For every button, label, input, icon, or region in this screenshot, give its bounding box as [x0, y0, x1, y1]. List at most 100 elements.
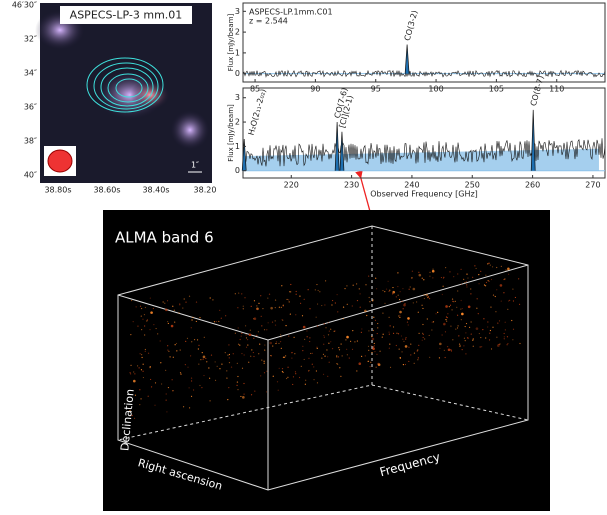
emission-speck — [417, 311, 419, 313]
scale-label: 1″ — [191, 161, 199, 170]
emission-speck — [274, 324, 277, 326]
emission-speck — [166, 300, 169, 302]
emission-speck — [241, 332, 243, 335]
galaxy-blob — [170, 110, 210, 150]
emission-speck — [323, 323, 325, 325]
emission-speck — [226, 377, 228, 379]
emission-speck — [304, 338, 306, 340]
emission-speck — [141, 354, 143, 356]
line-label: H₂O(2₁₁-2₀₂) — [247, 88, 268, 136]
emission-speck — [286, 298, 288, 301]
emission-speck — [398, 348, 400, 350]
emission-speck — [246, 339, 249, 341]
emission-speck — [424, 338, 426, 340]
x-tick-label: 260 — [525, 181, 540, 190]
emission-speck — [373, 316, 375, 318]
emission-speck — [361, 328, 363, 330]
emission-speck — [422, 323, 424, 326]
emission-speck — [213, 321, 216, 323]
emission-speck — [142, 370, 144, 372]
emission-speck — [295, 314, 297, 316]
emission-speck — [190, 327, 192, 329]
emission-speck — [288, 335, 290, 337]
x-tick-label: 250 — [465, 181, 480, 190]
emission-speck — [147, 352, 150, 354]
emission-speck — [472, 339, 474, 341]
cube-panel: ALMA band 6 Declination Right ascension … — [103, 210, 550, 511]
x-axis-label: Observed Frequency [GHz] — [370, 190, 478, 199]
emission-speck — [359, 306, 361, 308]
emission-speck — [466, 273, 468, 275]
emission-speck — [261, 359, 263, 361]
emission-speck — [179, 304, 181, 306]
emission-speck — [484, 285, 487, 287]
emission-speck — [416, 350, 418, 352]
emission-speck — [199, 384, 201, 387]
emission-speck — [221, 363, 223, 365]
emission-speck — [384, 302, 386, 304]
emission-speck — [439, 347, 441, 350]
emission-speck — [412, 287, 416, 291]
emission-speck — [174, 344, 176, 346]
emission-speck — [271, 321, 274, 323]
emission-speck — [418, 344, 420, 346]
emission-speck — [250, 305, 252, 307]
emission-speck — [365, 284, 367, 286]
emission-speck — [399, 291, 401, 293]
emission-speck — [195, 320, 197, 323]
emission-speck — [429, 275, 431, 277]
emission-speck — [351, 348, 354, 350]
emission-speck — [201, 387, 203, 389]
emission-speck — [283, 356, 286, 358]
emission-speck — [230, 366, 233, 368]
emission-speck — [358, 362, 362, 366]
emission-speck — [359, 293, 361, 295]
emission-speck — [402, 364, 405, 366]
emission-speck — [136, 365, 139, 367]
emission-speck — [450, 349, 452, 351]
emission-speck — [241, 367, 244, 369]
emission-speck — [270, 355, 273, 357]
emission-speck — [432, 277, 434, 279]
emission-speck — [254, 390, 256, 392]
emission-speck — [456, 327, 459, 329]
emission-speck — [238, 292, 240, 294]
emission-speck — [256, 334, 258, 336]
emission-speck — [322, 373, 325, 375]
emission-speck — [165, 369, 167, 371]
emission-speck — [240, 395, 242, 398]
emission-speck — [146, 319, 149, 321]
emission-speck — [313, 379, 315, 381]
emission-speck — [237, 327, 239, 329]
emission-speck — [368, 330, 370, 332]
emission-speck — [504, 329, 506, 331]
emission-speck — [179, 372, 182, 374]
emission-speck — [491, 266, 494, 268]
emission-speck — [256, 305, 258, 307]
ra-tick-label: 38.60s — [93, 186, 120, 195]
emission-speck — [295, 293, 297, 295]
emission-speck — [454, 300, 456, 303]
emission-speck — [275, 341, 278, 343]
emission-speck — [168, 350, 170, 352]
emission-speck — [428, 298, 431, 300]
emission-speck — [370, 345, 372, 347]
emission-speck — [276, 381, 279, 383]
emission-speck — [144, 306, 147, 309]
emission-speck — [429, 271, 431, 273]
emission-speck — [449, 271, 451, 273]
emission-speck — [377, 322, 379, 325]
emission-speck — [277, 389, 279, 391]
emission-speck — [139, 305, 142, 307]
emission-speck — [382, 312, 384, 314]
emission-speck — [455, 328, 457, 330]
emission-speck — [354, 341, 356, 343]
emission-speck — [379, 350, 381, 352]
emission-speck — [316, 303, 319, 305]
emission-speck — [401, 300, 403, 303]
emission-speck — [404, 303, 406, 305]
emission-speck — [241, 293, 243, 295]
emission-speck — [263, 329, 266, 331]
emission-speck — [488, 339, 491, 341]
emission-speck — [133, 371, 135, 373]
